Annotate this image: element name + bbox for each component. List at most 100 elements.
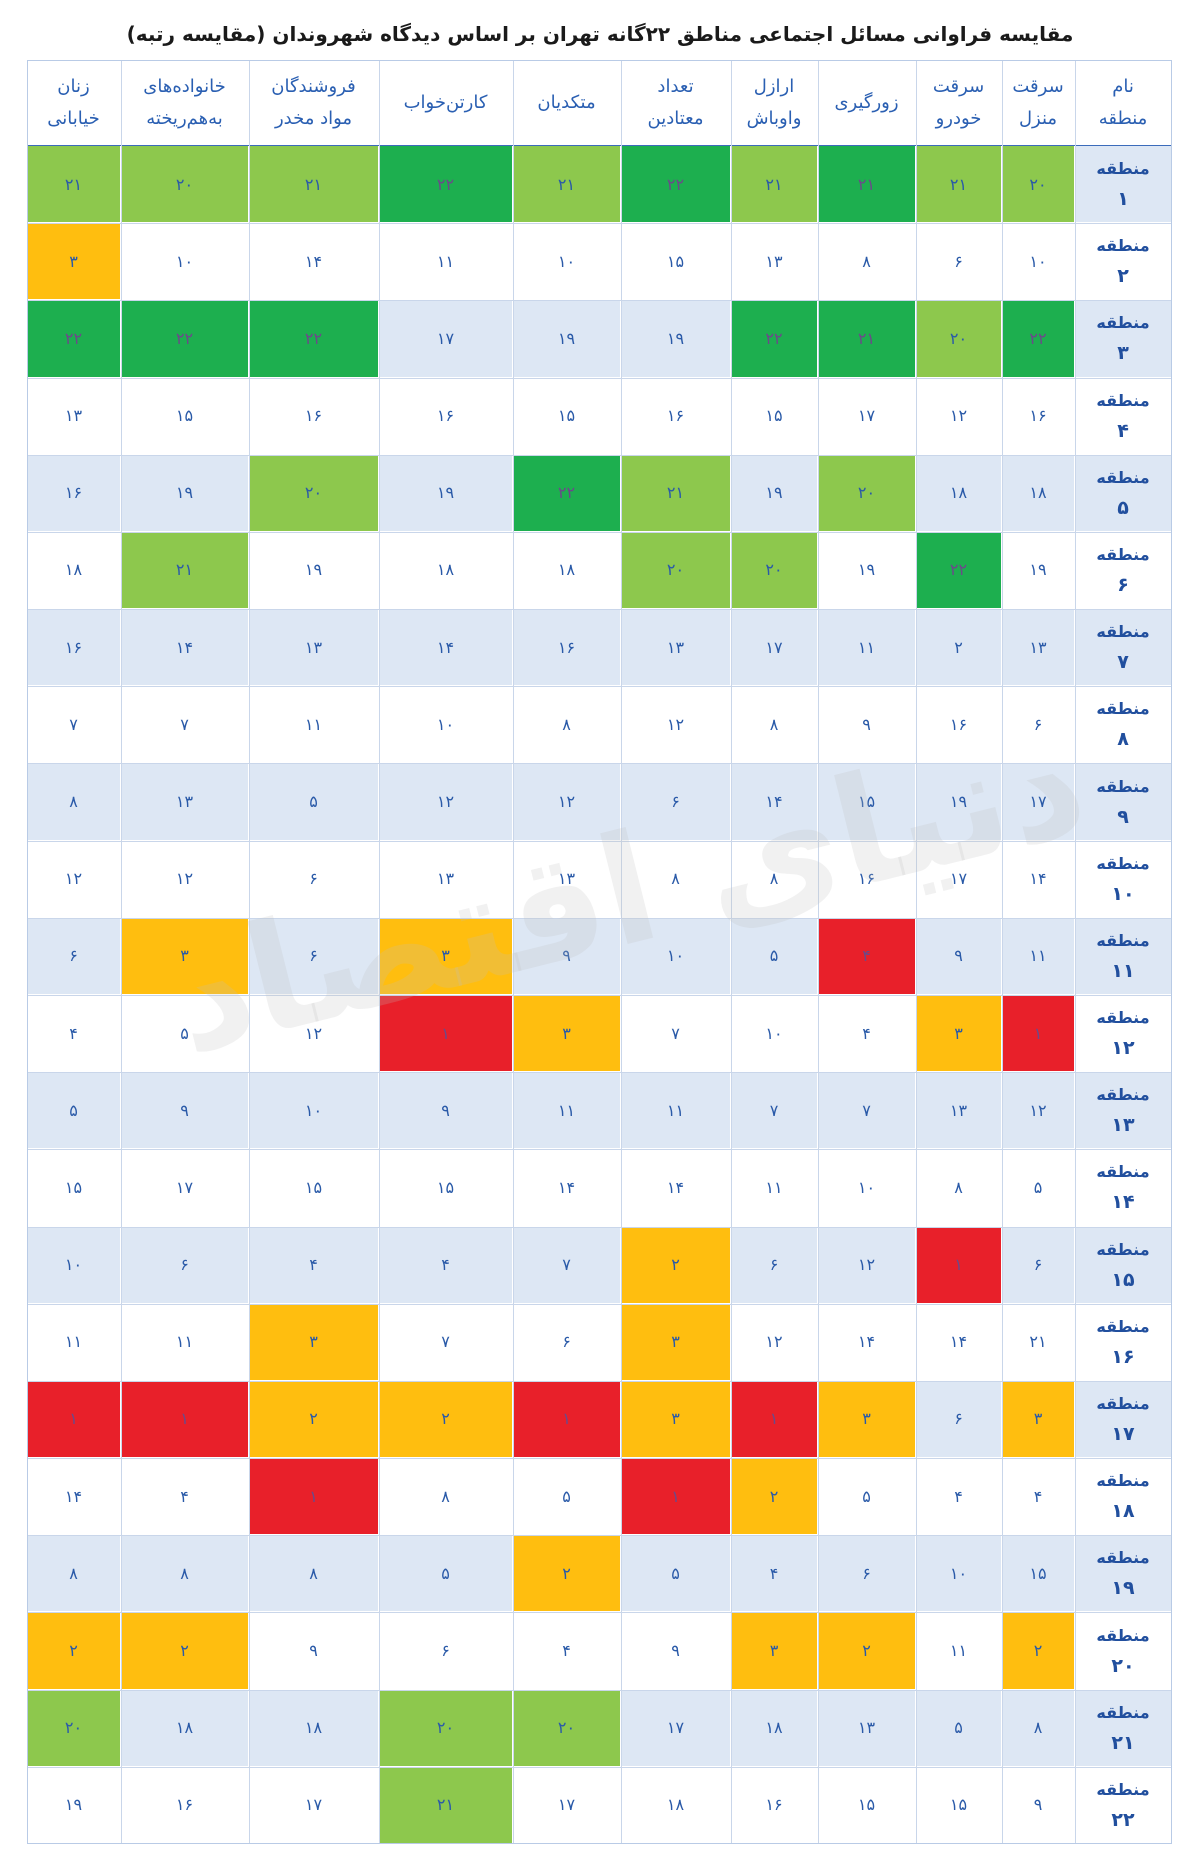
rank-cell: ۱۳ bbox=[731, 223, 818, 301]
row-divider bbox=[27, 1458, 1172, 1460]
district-word: منطقه bbox=[1096, 1625, 1150, 1645]
rank-cell: ۸ bbox=[916, 1149, 1002, 1227]
rank-cell: ۶ bbox=[818, 1535, 916, 1613]
rank-cell: ۱ bbox=[513, 1380, 621, 1459]
rank-cell: ۱۴ bbox=[249, 223, 379, 301]
rank-cell: ۵ bbox=[621, 1535, 731, 1613]
column-header: سرقت منزل bbox=[1002, 60, 1075, 146]
rank-cell: ۲۲ bbox=[513, 454, 621, 532]
rank-cell: ۱۷ bbox=[731, 609, 818, 687]
district-label: منطقه ۵ bbox=[1075, 454, 1172, 532]
district-label: منطقه ۱۲ bbox=[1075, 995, 1172, 1073]
table-border bbox=[27, 60, 1172, 1844]
rank-cell: ۱۱ bbox=[27, 1303, 121, 1381]
header-line: کارتن‌خواب bbox=[403, 91, 488, 113]
rank-cell: ۱۵ bbox=[818, 763, 916, 841]
rank-cell: ۶ bbox=[249, 840, 379, 918]
rank-cell: ۲۱ bbox=[731, 146, 818, 224]
rank-cell: ۱۹ bbox=[249, 531, 379, 610]
rank-cell: ۱۳ bbox=[818, 1689, 916, 1767]
rank-cell: ۱۴ bbox=[513, 1149, 621, 1227]
district-label: منطقه ۴ bbox=[1075, 377, 1172, 455]
rank-cell: ۲۱ bbox=[1002, 1303, 1075, 1381]
row-divider bbox=[27, 1612, 1172, 1614]
rank-cell: ۲۰ bbox=[1002, 146, 1075, 224]
district-number: ۱۶ bbox=[1111, 1345, 1135, 1368]
rank-cell: ۱۷ bbox=[621, 1689, 731, 1767]
rank-cell: ۱۱ bbox=[916, 1612, 1002, 1690]
rank-cell: ۳ bbox=[818, 1380, 916, 1459]
header-line: منزل bbox=[1018, 107, 1058, 129]
row-divider bbox=[27, 763, 1172, 765]
rank-cell: ۵ bbox=[249, 763, 379, 841]
header-line: تعداد bbox=[657, 75, 694, 97]
rank-cell: ۲۰ bbox=[249, 454, 379, 532]
row-divider bbox=[27, 917, 1172, 919]
district-number: ۴ bbox=[1117, 419, 1129, 442]
header-line: واوباش bbox=[746, 107, 802, 129]
rank-cell: ۳ bbox=[121, 917, 249, 995]
rank-cell: ۱۲ bbox=[731, 1303, 818, 1381]
row-divider bbox=[27, 1226, 1172, 1228]
district-number: ۲۲ bbox=[1111, 1808, 1135, 1831]
rank-cell: ۲ bbox=[731, 1458, 818, 1536]
rank-cell: ۱ bbox=[1002, 995, 1075, 1073]
rank-cell: ۸ bbox=[379, 1458, 513, 1536]
rank-cell: ۵ bbox=[916, 1689, 1002, 1767]
rank-cell: ۱۰ bbox=[1002, 223, 1075, 301]
rank-cell: ۱۶ bbox=[621, 377, 731, 455]
rank-cell: ۳ bbox=[731, 1612, 818, 1690]
rank-cell: ۲۰ bbox=[818, 454, 916, 532]
district-number: ۱ bbox=[1117, 188, 1129, 211]
row-divider bbox=[27, 531, 1172, 533]
rank-cell: ۵ bbox=[121, 995, 249, 1073]
rank-cell: ۱۳ bbox=[121, 763, 249, 841]
rank-cell: ۱۳ bbox=[621, 609, 731, 687]
row-divider bbox=[27, 1149, 1172, 1151]
rank-cell: ۸ bbox=[818, 223, 916, 301]
column-header: فروشندگان مواد مخدر bbox=[249, 60, 379, 146]
rank-cell: ۱۹ bbox=[27, 1766, 121, 1844]
column-divider bbox=[731, 60, 732, 1844]
district-label: منطقه ۲ bbox=[1075, 223, 1172, 301]
rank-cell: ۱۷ bbox=[1002, 763, 1075, 841]
rank-cell: ۱ bbox=[731, 1380, 818, 1459]
rank-cell: ۱۹ bbox=[621, 300, 731, 378]
rank-cell: ۴ bbox=[27, 995, 121, 1073]
row-divider bbox=[27, 1380, 1172, 1382]
rank-cell: ۲۱ bbox=[818, 146, 916, 224]
rank-cell: ۱ bbox=[27, 1380, 121, 1459]
rank-cell: ۲۲ bbox=[1002, 300, 1075, 378]
column-header: تعداد معتادین bbox=[621, 60, 731, 146]
rank-cell: ۲۱ bbox=[121, 531, 249, 610]
district-number: ۹ bbox=[1117, 805, 1129, 828]
rank-cell: ۸ bbox=[1002, 1689, 1075, 1767]
rank-cell: ۱۵ bbox=[379, 1149, 513, 1227]
rank-cell: ۳ bbox=[513, 995, 621, 1073]
district-word: منطقه bbox=[1096, 159, 1150, 179]
rank-cell: ۲۱ bbox=[249, 146, 379, 224]
district-number: ۲۰ bbox=[1111, 1654, 1135, 1677]
page-title: مقایسه فراوانی مسائل اجتماعی مناطق ۲۲گان… bbox=[126, 22, 1074, 46]
rank-cell: ۱ bbox=[621, 1458, 731, 1536]
rank-cell: ۷ bbox=[731, 1072, 818, 1150]
rank-cell: ۱۹ bbox=[731, 454, 818, 532]
column-divider bbox=[1075, 60, 1076, 1844]
rank-cell: ۲۲ bbox=[379, 146, 513, 224]
rank-cell: ۷ bbox=[379, 1303, 513, 1381]
rank-cell: ۱۷ bbox=[249, 1766, 379, 1844]
rank-cell: ۱ bbox=[916, 1226, 1002, 1304]
rank-cell: ۱ bbox=[121, 1380, 249, 1459]
district-word: منطقه bbox=[1096, 1548, 1150, 1568]
rank-cell: ۲۱ bbox=[379, 1766, 513, 1844]
row-divider bbox=[27, 1535, 1172, 1537]
rank-cell: ۹ bbox=[121, 1072, 249, 1150]
rank-cell: ۱۶ bbox=[513, 609, 621, 687]
rank-cell: ۱۰ bbox=[379, 686, 513, 764]
district-word: منطقه bbox=[1096, 1779, 1150, 1799]
rank-cell: ۸ bbox=[121, 1535, 249, 1613]
district-number: ۱۸ bbox=[1111, 1500, 1135, 1523]
rank-cell: ۱۹ bbox=[1002, 531, 1075, 610]
rank-cell: ۱۲ bbox=[818, 1226, 916, 1304]
rank-cell: ۴ bbox=[818, 995, 916, 1073]
